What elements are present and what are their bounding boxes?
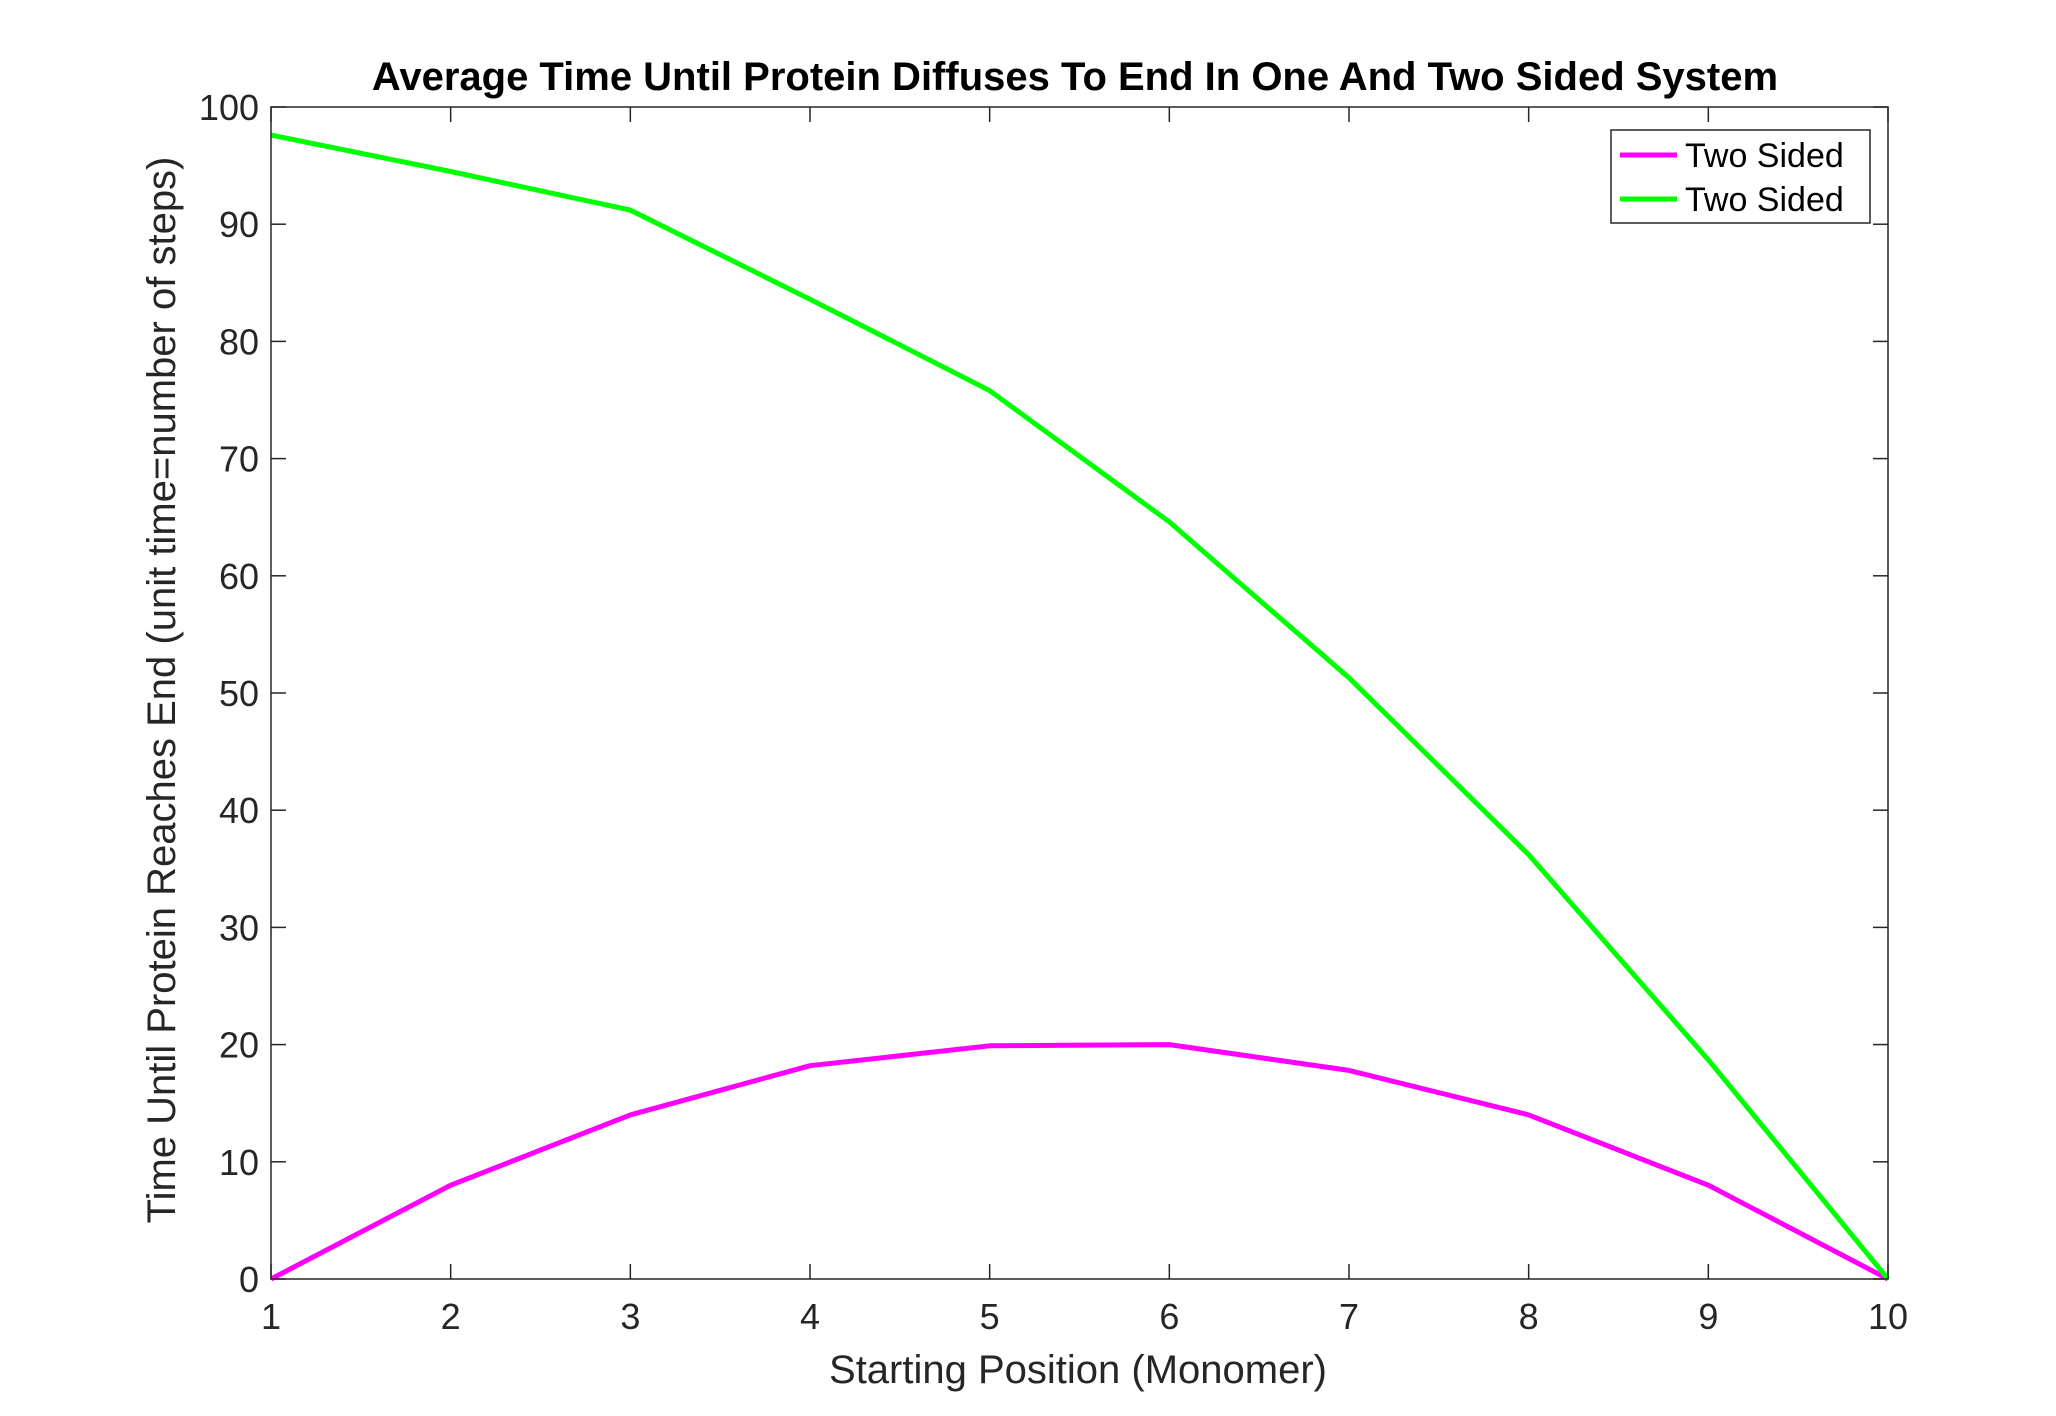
x-tick-label: 1 [261, 1296, 281, 1337]
x-tick-label: 6 [1159, 1296, 1179, 1337]
x-tick-label: 3 [620, 1296, 640, 1337]
x-tick-label: 5 [980, 1296, 1000, 1337]
y-tick-label: 20 [219, 1025, 259, 1066]
legend: Two Sided Two Sided [1610, 129, 1871, 224]
x-tick-labels: 1 2 3 4 5 6 7 8 9 10 [261, 1296, 1908, 1337]
legend-entry-2: Two Sided [1620, 181, 1844, 219]
legend-label: Two Sided [1685, 181, 1844, 219]
y-tick-label: 0 [239, 1259, 259, 1300]
chart-title: Average Time Until Protein Diffuses To E… [372, 55, 1778, 99]
x-tick-label: 8 [1519, 1296, 1539, 1337]
series-line-1 [269, 1042, 1890, 1282]
y-tick-label: 40 [219, 790, 259, 831]
y-tick-label: 90 [219, 204, 259, 245]
legend-entry-1: Two Sided [1620, 137, 1844, 175]
y-tick-label: 80 [219, 321, 259, 362]
x-tick-label: 10 [1868, 1296, 1908, 1337]
y-tick-label: 50 [219, 673, 259, 714]
x-tick-label: 9 [1698, 1296, 1718, 1337]
y-tick-label: 10 [219, 1142, 259, 1183]
y-tick-label: 30 [219, 907, 259, 948]
series-lines [269, 132, 1890, 1282]
y-tick-label: 70 [219, 439, 259, 480]
y-tick-label: 60 [219, 556, 259, 597]
legend-label: Two Sided [1685, 137, 1844, 175]
plot-area [271, 107, 1888, 1279]
legend-box [1610, 129, 1871, 224]
x-axis-label: Starting Position (Monomer) [829, 1348, 1327, 1392]
x-tick-label: 4 [800, 1296, 820, 1337]
x-tick-label: 2 [441, 1296, 461, 1337]
y-tick-labels: 0 10 20 30 40 50 60 70 80 90 100 [199, 87, 259, 1300]
y-tick-label: 100 [199, 87, 259, 128]
y-axis-label: Time Until Protein Reaches End (unit tim… [140, 157, 184, 1224]
series-line-2 [270, 132, 1890, 1281]
axes-box [270, 106, 1889, 1280]
x-tick-label: 7 [1339, 1296, 1359, 1337]
